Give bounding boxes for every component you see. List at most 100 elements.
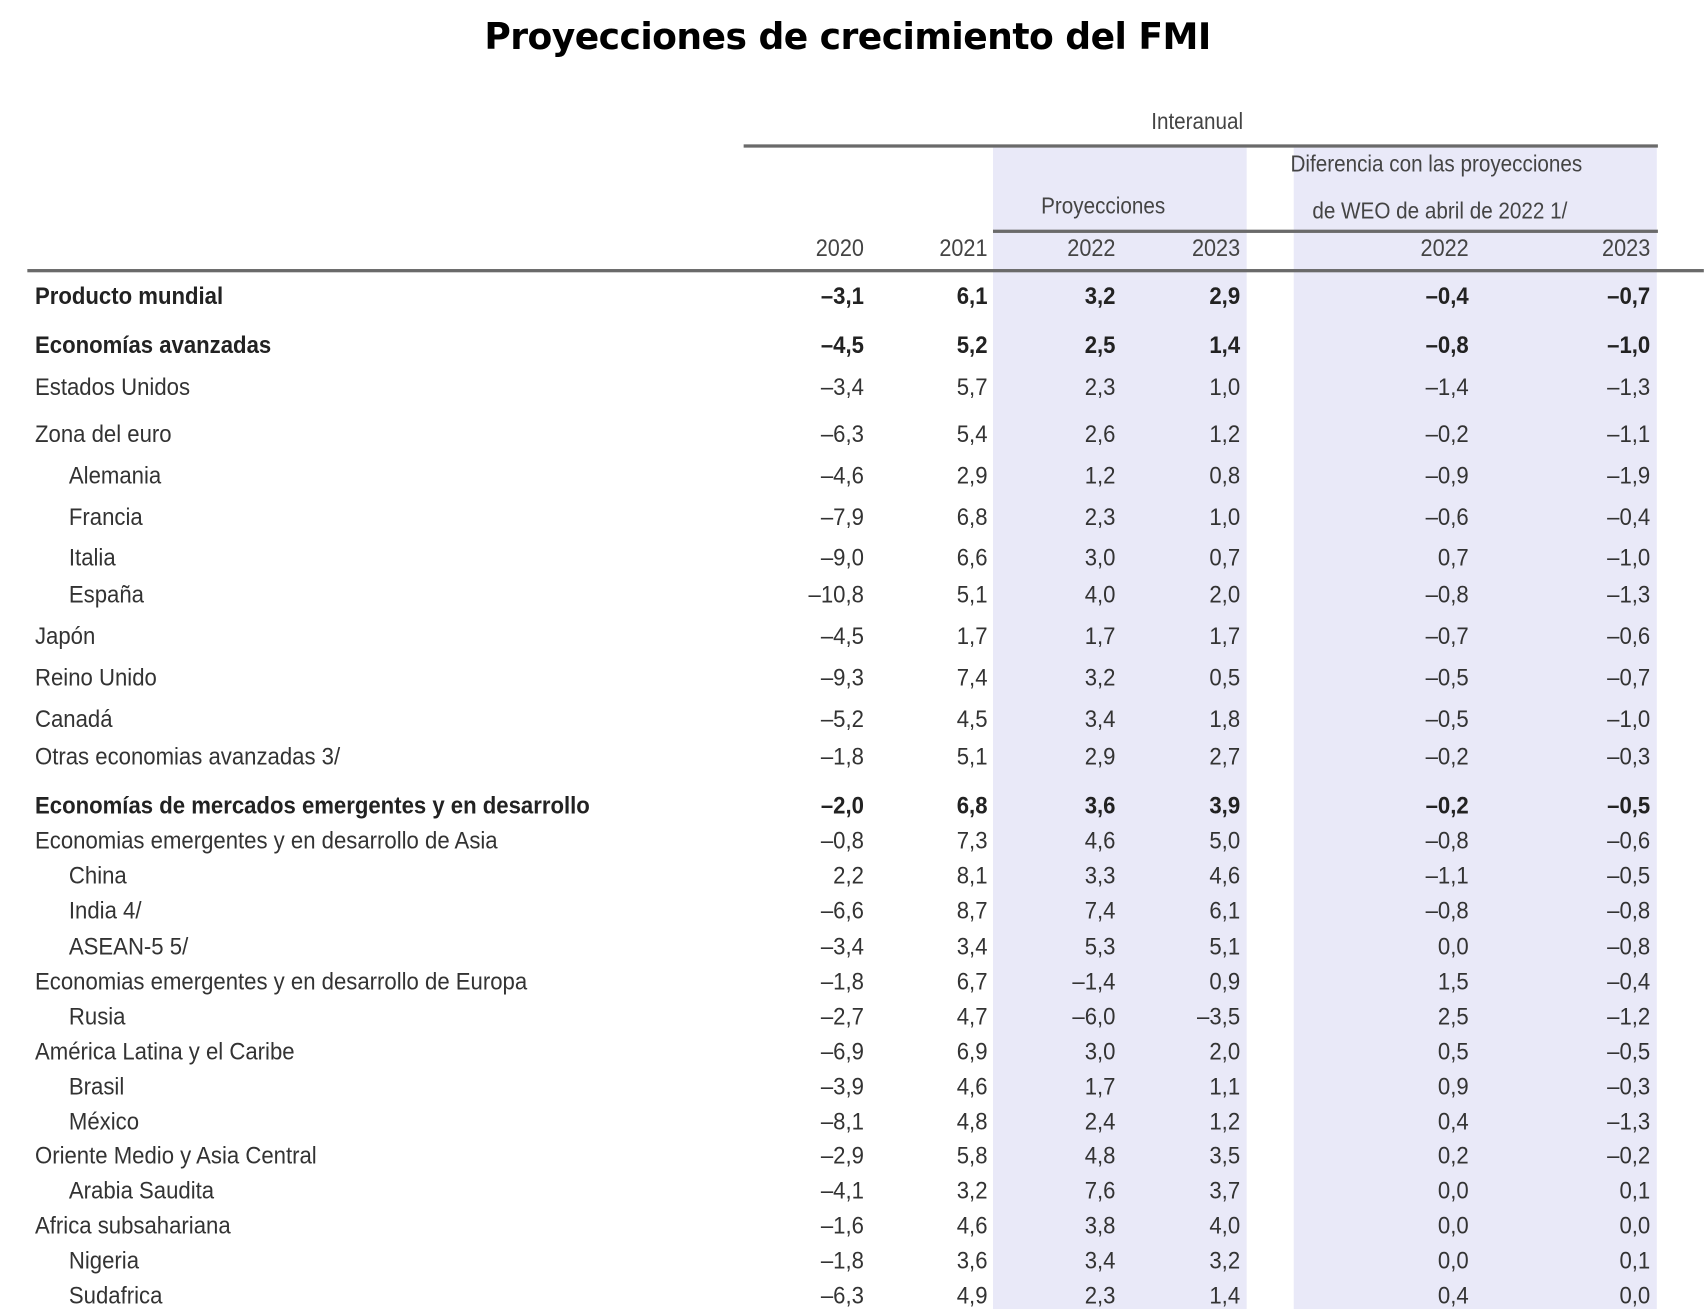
row-label: México — [68, 1107, 140, 1136]
cell-value: –1,3 — [1607, 1107, 1651, 1136]
cell-value: 6,8 — [956, 503, 988, 531]
cell-value: 6,7 — [956, 967, 988, 996]
cell-value: 1,2 — [1209, 1107, 1241, 1136]
row-label: Arabia Saudita — [68, 1176, 215, 1205]
cell-value: –1,9 — [1607, 461, 1651, 489]
cell-value: –1,4 — [1425, 372, 1469, 401]
cell-value: 0,0 — [1437, 1246, 1469, 1275]
table-row: ASEAN-5 5/ –3,4 3,4 5,3 5,1 0,0 –0,8 — [0, 933, 1706, 966]
cell-value: 3,8 — [1084, 1211, 1116, 1240]
cell-value: 1,7 — [1209, 622, 1241, 650]
row-label: India 4/ — [68, 896, 142, 925]
cell-value: 0,9 — [1209, 967, 1241, 996]
table-row: Reino Unido –9,3 7,4 3,2 0,5 –0,5 –0,7 — [0, 664, 1706, 697]
cell-value: –1,3 — [1607, 580, 1651, 609]
cell-value: 5,4 — [956, 419, 988, 448]
cell-value: –0,9 — [1425, 461, 1469, 489]
cell-value: 2,3 — [1084, 1281, 1116, 1310]
cell-value: 4,0 — [1084, 580, 1116, 609]
cell-value: 3,4 — [956, 932, 988, 961]
cell-value: –2,9 — [820, 1141, 864, 1170]
cell-value: 1,4 — [1209, 1281, 1241, 1310]
cell-value: 6,9 — [956, 1037, 988, 1066]
row-label: Japón — [34, 622, 96, 650]
cell-value: 3,4 — [1084, 705, 1116, 733]
column-header-2021: 2021 — [939, 234, 988, 262]
cell-value: 0,0 — [1437, 1176, 1469, 1205]
cell-value: –1,8 — [820, 967, 864, 996]
cell-value: 2,2 — [833, 861, 864, 890]
table-row: Estados Unidos –3,4 5,7 2,3 1,0 –1,4 –1,3 — [0, 373, 1706, 406]
row-label: Zona del euro — [34, 419, 172, 448]
cell-value: 0,0 — [1437, 932, 1469, 961]
cell-value: –0,6 — [1607, 622, 1651, 650]
cell-value: 3,2 — [1084, 282, 1116, 310]
cell-value: –6,0 — [1072, 1002, 1116, 1031]
cell-value: 8,7 — [956, 896, 988, 925]
cell-value: –5,2 — [820, 705, 864, 733]
table-row: Producto mundial –3,1 6,1 3,2 2,9 –0,4 –0,7 — [0, 282, 1706, 315]
cell-value: 0,0 — [1437, 1211, 1469, 1240]
cell-value: –1,3 — [1607, 372, 1651, 401]
projections-shade — [992, 147, 1247, 1310]
cell-value: 0,5 — [1209, 663, 1241, 692]
cell-value: –1,6 — [820, 1211, 864, 1240]
cell-value: 4,6 — [1209, 861, 1241, 890]
cell-value: 1,0 — [1209, 372, 1241, 401]
cell-value: 4,8 — [956, 1107, 988, 1136]
cell-value: 1,7 — [956, 622, 988, 650]
row-label: Estados Unidos — [34, 372, 191, 401]
table-row: Rusia –2,7 4,7 –6,0 –3,5 2,5 –1,2 — [0, 1003, 1706, 1036]
cell-value: 3,2 — [956, 1176, 988, 1205]
row-label: Economías avanzadas — [34, 331, 272, 359]
cell-value: 4,0 — [1209, 1211, 1241, 1240]
cell-value: 3,0 — [1084, 1037, 1116, 1066]
table-row: China 2,2 8,1 3,3 4,6 –1,1 –0,5 — [0, 862, 1706, 895]
cell-value: –4,6 — [820, 461, 864, 489]
cell-value: 3,3 — [1084, 861, 1116, 890]
cell-value: 2,9 — [1084, 742, 1116, 770]
cell-value: 5,2 — [956, 331, 988, 359]
cell-value: 2,7 — [1209, 742, 1241, 770]
column-header-2022: 2022 — [1420, 234, 1469, 262]
cell-value: –0,5 — [1425, 705, 1469, 733]
cell-value: –0,8 — [1425, 331, 1469, 359]
table-row: Economías de mercados emergentes y en de… — [0, 792, 1706, 825]
cell-value: 7,3 — [956, 826, 988, 855]
cell-value: 4,6 — [956, 1211, 988, 1240]
cell-value: –1,4 — [1072, 967, 1116, 996]
table-top-rule — [27, 269, 1704, 273]
row-label: Francia — [68, 503, 143, 531]
table-row: Nigeria –1,8 3,6 3,4 3,2 0,0 0,1 — [0, 1247, 1706, 1280]
cell-value: 1,2 — [1084, 461, 1116, 489]
cell-value: 1,7 — [1084, 1072, 1116, 1101]
cell-value: –0,7 — [1425, 622, 1469, 650]
cell-value: –6,3 — [820, 419, 864, 448]
cell-value: 4,7 — [956, 1002, 988, 1031]
cell-value: –0,5 — [1607, 1037, 1651, 1066]
cell-value: 1,4 — [1209, 331, 1241, 359]
cell-value: 0,7 — [1209, 543, 1241, 571]
row-label: Economias emergentes y en desarrollo de … — [34, 826, 498, 855]
cell-value: –9,0 — [820, 543, 864, 571]
cell-value: –0,2 — [1607, 1141, 1651, 1170]
cell-value: 1,7 — [1084, 622, 1116, 650]
cell-value: 5,1 — [956, 580, 988, 609]
table-row: Francia –7,9 6,8 2,3 1,0 –0,6 –0,4 — [0, 503, 1706, 536]
cell-value: 2,4 — [1084, 1107, 1116, 1136]
cell-value: 4,8 — [1084, 1141, 1116, 1170]
row-label: Reino Unido — [34, 663, 157, 692]
column-header-2023: 2023 — [1602, 234, 1651, 262]
cell-value: 4,6 — [956, 1072, 988, 1101]
cell-value: 2,6 — [1084, 419, 1116, 448]
table-row: Japón –4,5 1,7 1,7 1,7 –0,7 –0,6 — [0, 622, 1706, 655]
row-label: Africa subsahariana — [34, 1211, 231, 1240]
cell-value: 2,3 — [1084, 503, 1116, 531]
header-difference-line1: Diferencia con las proyecciones — [1290, 152, 1583, 178]
header-difference-line2: de WEO de abril de 2022 1/ — [1312, 199, 1568, 225]
cell-value: 2,5 — [1084, 331, 1116, 359]
table-row: Canadá –5,2 4,5 3,4 1,8 –0,5 –1,0 — [0, 705, 1706, 738]
cell-value: 5,0 — [1209, 826, 1241, 855]
table-row: Otras economias avanzadas 3/ –1,8 5,1 2,9 2,… — [0, 743, 1706, 776]
